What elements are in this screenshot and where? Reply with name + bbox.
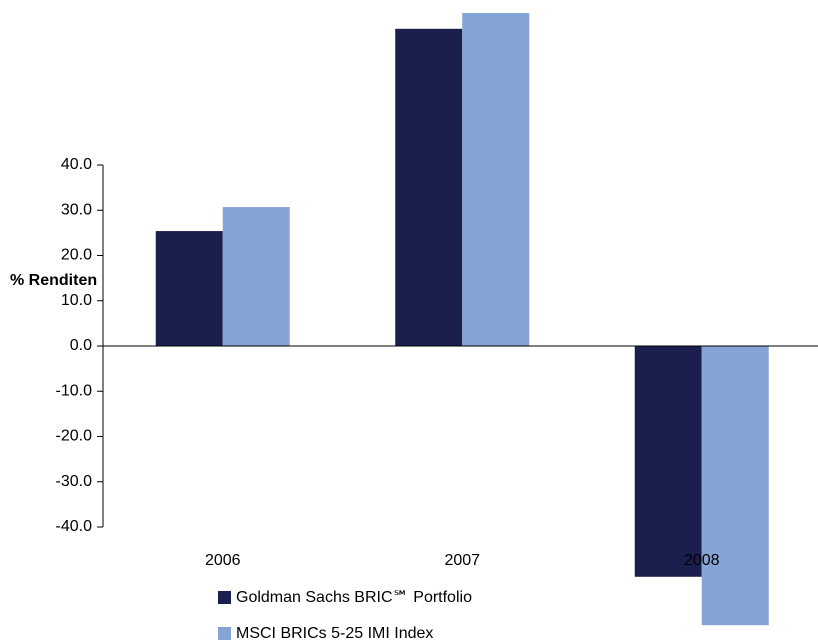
x-tick-label: 2008 (684, 552, 720, 569)
bar (462, 12, 530, 347)
bar (155, 231, 223, 346)
y-axis-label: % Renditen (10, 272, 97, 289)
y-tick-label: -40.0 (56, 518, 93, 535)
bar (395, 28, 463, 347)
y-tick-label: 30.0 (61, 201, 92, 218)
legend-label: MSCI BRICs 5-25 IMI Index (236, 625, 433, 642)
y-tick-label: -20.0 (56, 428, 93, 445)
bar (701, 346, 769, 626)
y-tick-label: -30.0 (56, 473, 93, 490)
y-tick-label: 20.0 (61, 247, 92, 264)
bar (634, 346, 702, 577)
x-tick-label: 2007 (444, 552, 480, 569)
x-tick-label: 2006 (205, 552, 241, 569)
y-tick-label: 10.0 (61, 292, 92, 309)
y-tick-label: 40.0 (61, 156, 92, 173)
y-tick-label: 0.0 (70, 337, 92, 354)
bar (222, 207, 290, 346)
y-tick-label: -10.0 (56, 382, 93, 399)
legend-label: Goldman Sachs BRIC℠ Portfolio (236, 589, 472, 606)
legend-swatch (218, 591, 231, 604)
legend-swatch (218, 627, 231, 640)
